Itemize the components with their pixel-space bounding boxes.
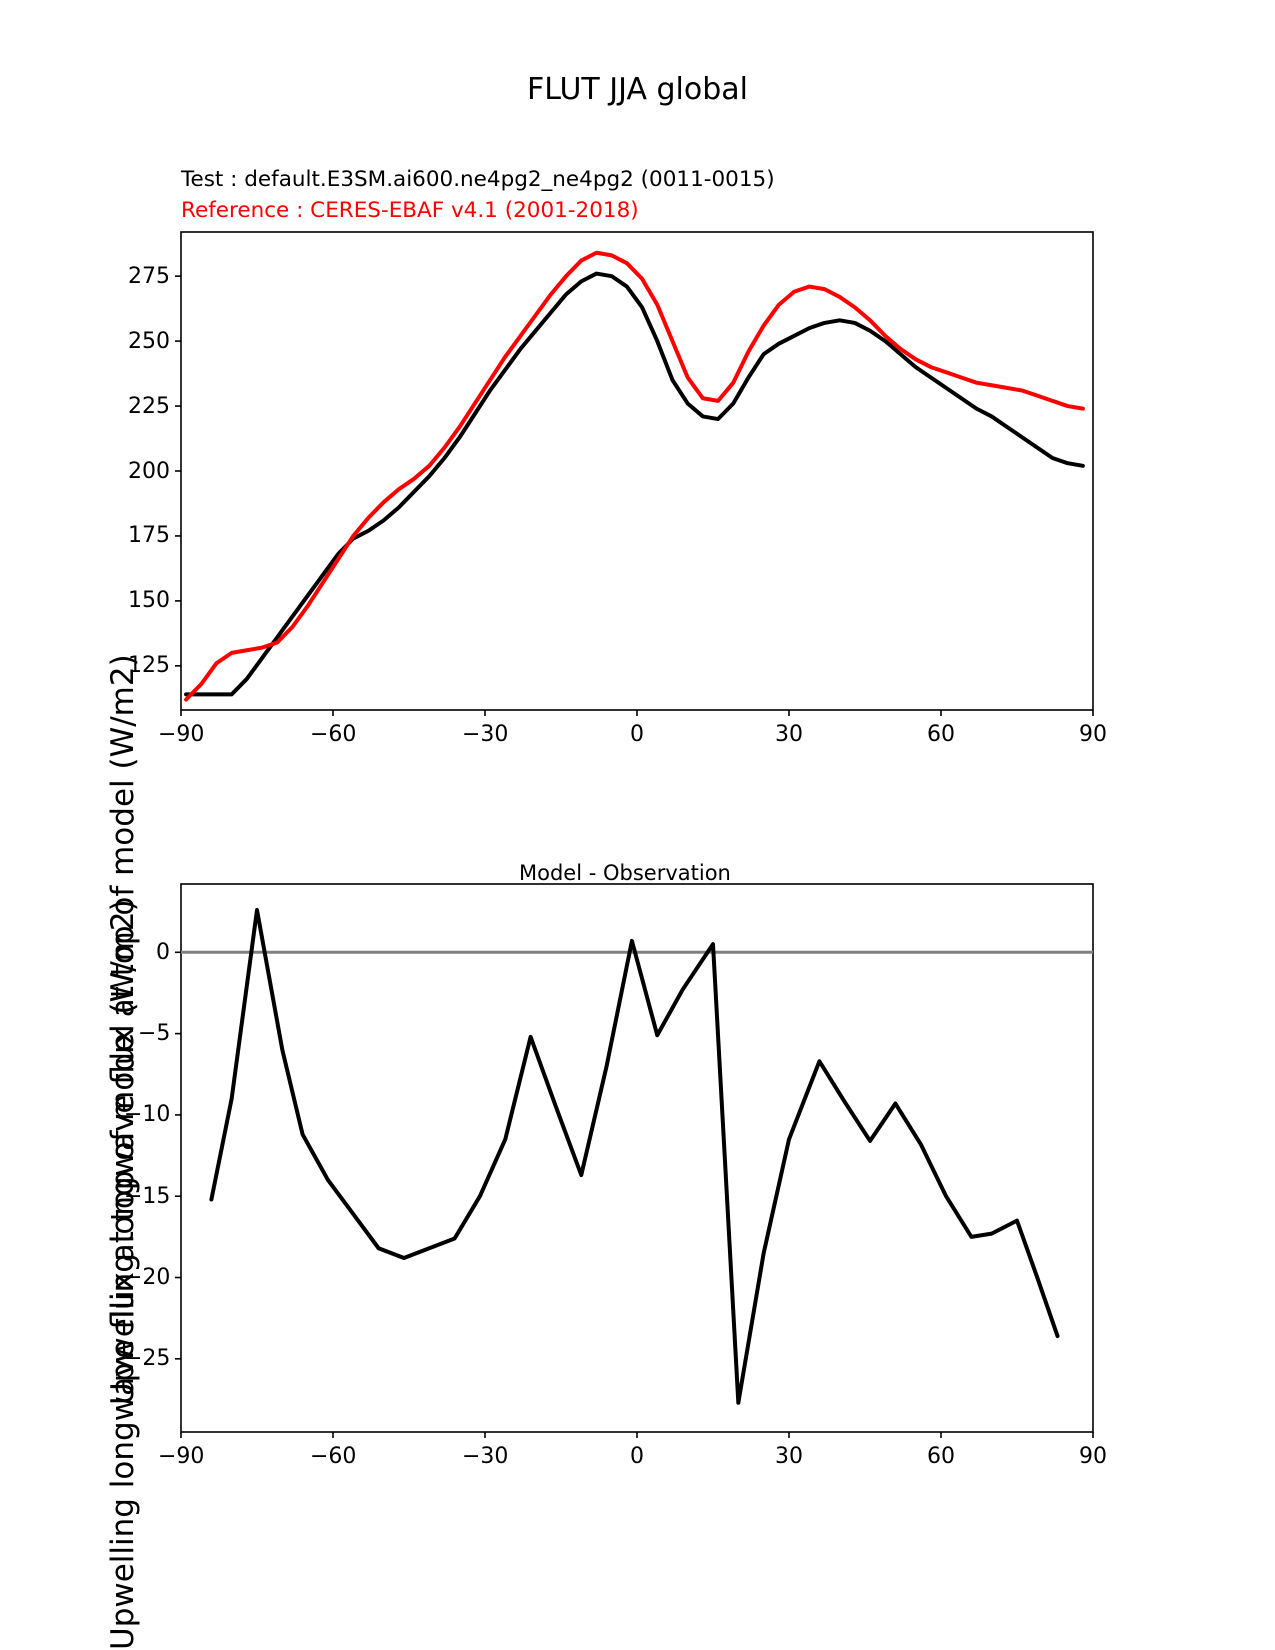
- annotation-reference-label: Reference : CERES-EBAF v4.1 (2001-2018): [181, 198, 639, 223]
- annotation-test-label: Test : default.E3SM.ai600.ne4pg2_ne4pg2 …: [181, 167, 775, 192]
- x-tick-label-1-1: −60: [310, 1444, 357, 1469]
- series-line-1-0: [209, 908, 1060, 1405]
- x-tick-label-0-0: −90: [158, 722, 205, 747]
- figure-suptitle-text: FLUT JJA global: [526, 72, 748, 107]
- x-tick-label-1-5: 60: [927, 1444, 955, 1469]
- difference-plot-title: Model - Observation: [519, 861, 731, 885]
- x-tick-label-1-2: −30: [462, 1444, 509, 1469]
- series-line-0-1: [184, 250, 1085, 702]
- y-tick-label-1-4: −20: [124, 1265, 171, 1291]
- y-tick-label-1-3: −15: [124, 1183, 171, 1209]
- x-tick-label-1-3: 0: [630, 1444, 644, 1469]
- y-tick-label-1-1: −5: [138, 1021, 171, 1047]
- y-tick-label-0-0: 125: [128, 653, 170, 679]
- bottom-axes: [175, 883, 1094, 1438]
- x-tick-label-0-2: −30: [462, 722, 509, 747]
- x-tick-label-1-4: 30: [775, 1444, 803, 1469]
- x-tick-label-0-5: 60: [927, 722, 955, 747]
- y-tick-label-0-6: 275: [128, 263, 170, 289]
- figure-suptitle: FLUT JJA global: [0, 72, 1275, 107]
- y-tick-label-1-5: −25: [124, 1346, 171, 1372]
- x-tick-label-0-3: 0: [630, 722, 644, 747]
- y-tick-label-0-1: 150: [128, 588, 170, 614]
- y-tick-label-0-5: 250: [128, 328, 170, 354]
- x-tick-label-1-0: −90: [158, 1444, 205, 1469]
- y-tick-label-0-2: 175: [128, 523, 170, 549]
- x-tick-label-0-6: 90: [1079, 722, 1107, 747]
- x-tick-label-0-1: −60: [310, 722, 357, 747]
- series-line-0-0: [184, 271, 1085, 697]
- x-tick-label-1-6: 90: [1079, 1444, 1107, 1469]
- y-tick-label-0-3: 200: [128, 458, 170, 484]
- y-tick-label-0-4: 225: [128, 393, 170, 419]
- x-tick-label-0-4: 30: [775, 722, 803, 747]
- y-tick-label-1-2: −10: [124, 1102, 171, 1128]
- top-axes: [175, 231, 1094, 716]
- y-tick-label-1-0: 0: [156, 939, 170, 965]
